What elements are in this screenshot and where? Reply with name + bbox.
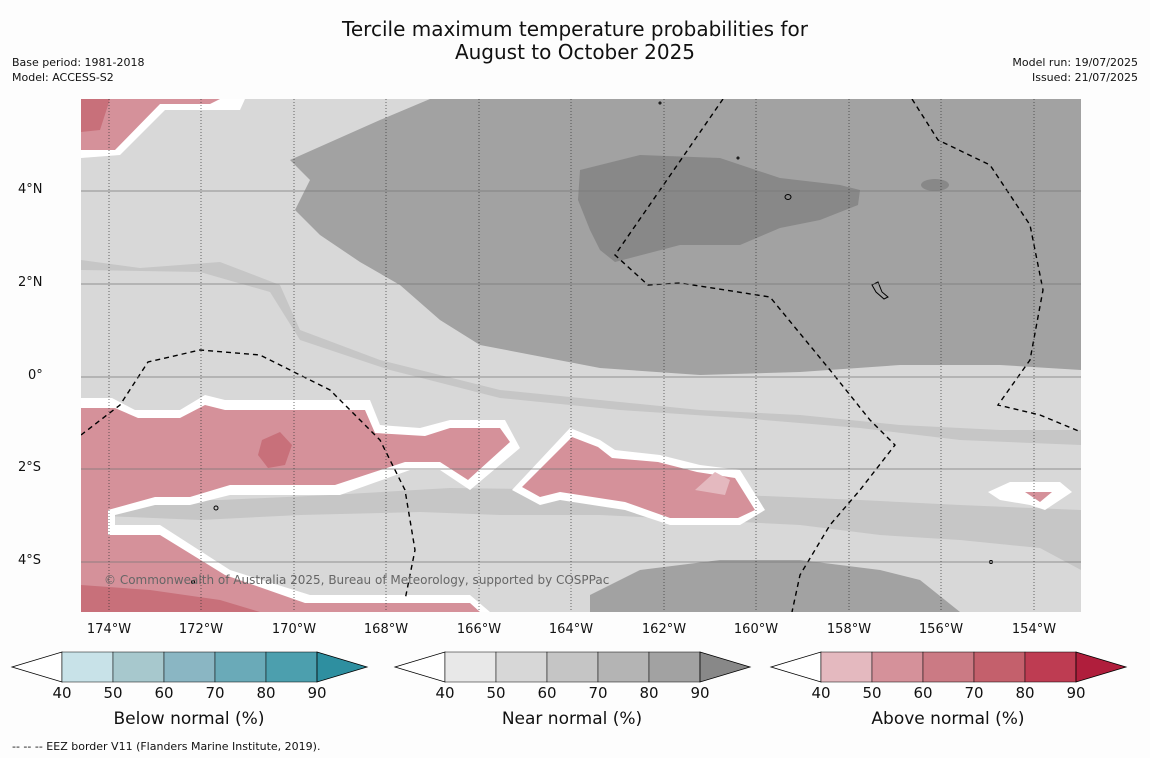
colorbar-above-bin-70-80	[973, 651, 1026, 683]
field-above-50-60-east	[1025, 492, 1052, 502]
field-near-80-90-spot	[921, 179, 949, 191]
field-above-40-50-spot	[695, 472, 730, 495]
lon-label: 168°W	[363, 622, 409, 637]
colorbar-near	[393, 651, 752, 683]
eez-border-east	[911, 99, 1081, 433]
colorbar-tick: 80	[639, 684, 659, 702]
colorbar-tick: 40	[435, 684, 455, 702]
colorbar-tick: 50	[862, 684, 882, 702]
colorbar-tick: 60	[537, 684, 557, 702]
field-above-60-70-nw	[81, 99, 110, 132]
field-near-80-90	[578, 155, 860, 262]
eez-footnote: -- -- -- EEZ border V11 (Flanders Marine…	[12, 740, 321, 753]
colorbar-near-bin-50-60	[495, 651, 548, 683]
colorbar-near-bin-70-80	[597, 651, 650, 683]
field-above-50-60-west	[81, 405, 510, 612]
lon-label: 162°W	[641, 622, 687, 637]
lat-label: 0°	[28, 368, 43, 383]
colorbar-below-extend-low	[10, 651, 63, 683]
lon-label: 166°W	[456, 622, 502, 637]
colorbar-tick: 70	[588, 684, 608, 702]
colorbar-near-bin-80-90	[648, 651, 701, 683]
lon-label: 170°W	[271, 622, 317, 637]
colorbar-below-bin-40-50	[61, 651, 114, 683]
colorbar-below-extend-high	[316, 651, 369, 683]
lon-label: 154°W	[1011, 622, 1057, 637]
colorbar-above-bin-80-90	[1024, 651, 1077, 683]
colorbar-tick: 40	[52, 684, 72, 702]
colorbar-tick: 80	[1015, 684, 1035, 702]
field-above-50-60-central	[522, 437, 755, 518]
field-above-60-70-west	[258, 432, 292, 468]
island-marker	[658, 101, 662, 105]
lon-label: 158°W	[826, 622, 872, 637]
lon-label: 164°W	[548, 622, 594, 637]
colorbar-above	[769, 651, 1128, 683]
title-line-2: August to October 2025	[454, 40, 696, 64]
colorbar-below-bin-80-90	[265, 651, 318, 683]
island-marker	[213, 505, 219, 511]
eez-border-central	[614, 99, 896, 612]
colorbar-tick: 70	[964, 684, 984, 702]
colorbar-tick: 60	[154, 684, 174, 702]
colorbar-below-bin-50-60	[112, 651, 165, 683]
colorbar-near-extend-low	[393, 651, 446, 683]
colorbar-tick: 90	[1066, 684, 1086, 702]
colorbar-tick: 50	[486, 684, 506, 702]
field-near-70-80-south	[590, 560, 960, 612]
field-above-50-60-nw	[81, 99, 220, 150]
lat-label: 2°S	[18, 460, 42, 475]
lat-label: 4°S	[18, 553, 42, 568]
colorbar-near-extend-high	[699, 651, 752, 683]
model-name: Model: ACCESS-S2	[12, 71, 114, 84]
base-period: Base period: 1981-2018	[12, 56, 145, 69]
colorbar-tick: 50	[103, 684, 123, 702]
colorbar-below-label: Below normal (%)	[113, 709, 265, 729]
field-above-60-70-sw	[81, 585, 260, 612]
lon-label: 172°W	[178, 622, 224, 637]
meta-right: Model run: 19/07/2025 Issued: 21/07/2025	[1012, 55, 1138, 85]
title-line-1: Tercile maximum temperature probabilitie…	[342, 17, 808, 41]
field-above-white-east	[988, 482, 1072, 510]
lon-label: 156°W	[918, 622, 964, 637]
lat-label: 2°N	[18, 275, 43, 290]
colorbar-above-bin-50-60	[871, 651, 924, 683]
colorbar-tick: 60	[913, 684, 933, 702]
island-marker	[784, 194, 792, 200]
lon-label: 174°W	[86, 622, 132, 637]
copyright-text: © Commonwealth of Australia 2025, Bureau…	[104, 573, 609, 587]
graticule-latitude	[81, 190, 1081, 563]
island-marker	[736, 156, 740, 160]
colorbar-tick: 80	[256, 684, 276, 702]
lon-label: 160°W	[733, 622, 779, 637]
colorbar-above-bin-60-70	[922, 651, 975, 683]
eez-border-west	[81, 349, 416, 601]
colorbar-below-bin-70-80	[214, 651, 267, 683]
lat-label: 4°N	[18, 182, 43, 197]
issued-date: Issued: 21/07/2025	[1031, 71, 1138, 84]
colorbar-near-label: Near normal (%)	[501, 709, 643, 729]
island-marker	[191, 580, 195, 584]
colorbar-near-bin-40-50	[444, 651, 497, 683]
meta-left: Base period: 1981-2018 Model: ACCESS-S2	[12, 55, 144, 85]
colorbar-near-bin-60-70	[546, 651, 599, 683]
island-marker	[871, 281, 889, 300]
map-fields: © Commonwealth of Australia 2025, Bureau…	[81, 99, 1081, 612]
colorbar-above-bin-40-50	[820, 651, 873, 683]
colorbar-below-bin-60-70	[163, 651, 216, 683]
colorbar-tick: 70	[205, 684, 225, 702]
colorbar-above-extend-high	[1075, 651, 1128, 683]
colorbar-below	[10, 651, 369, 683]
colorbar-above-label: Above normal (%)	[871, 709, 1025, 729]
colorbar-above-extend-low	[769, 651, 822, 683]
model-run: Model run: 19/07/2025	[1012, 56, 1138, 69]
colorbar-tick: 90	[307, 684, 327, 702]
colorbar-tick: 40	[811, 684, 831, 702]
field-near-40-50-spot	[176, 226, 220, 250]
map-title: Tercile maximum temperature probabilitie…	[0, 18, 1150, 64]
colorbar-tick: 90	[690, 684, 710, 702]
